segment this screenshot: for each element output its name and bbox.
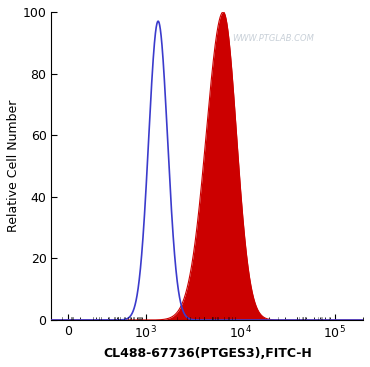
X-axis label: CL488-67736(PTGES3),FITC-H: CL488-67736(PTGES3),FITC-H — [103, 347, 312, 360]
Y-axis label: Relative Cell Number: Relative Cell Number — [7, 100, 20, 232]
Text: WWW.PTGLAB.COM: WWW.PTGLAB.COM — [232, 33, 314, 43]
